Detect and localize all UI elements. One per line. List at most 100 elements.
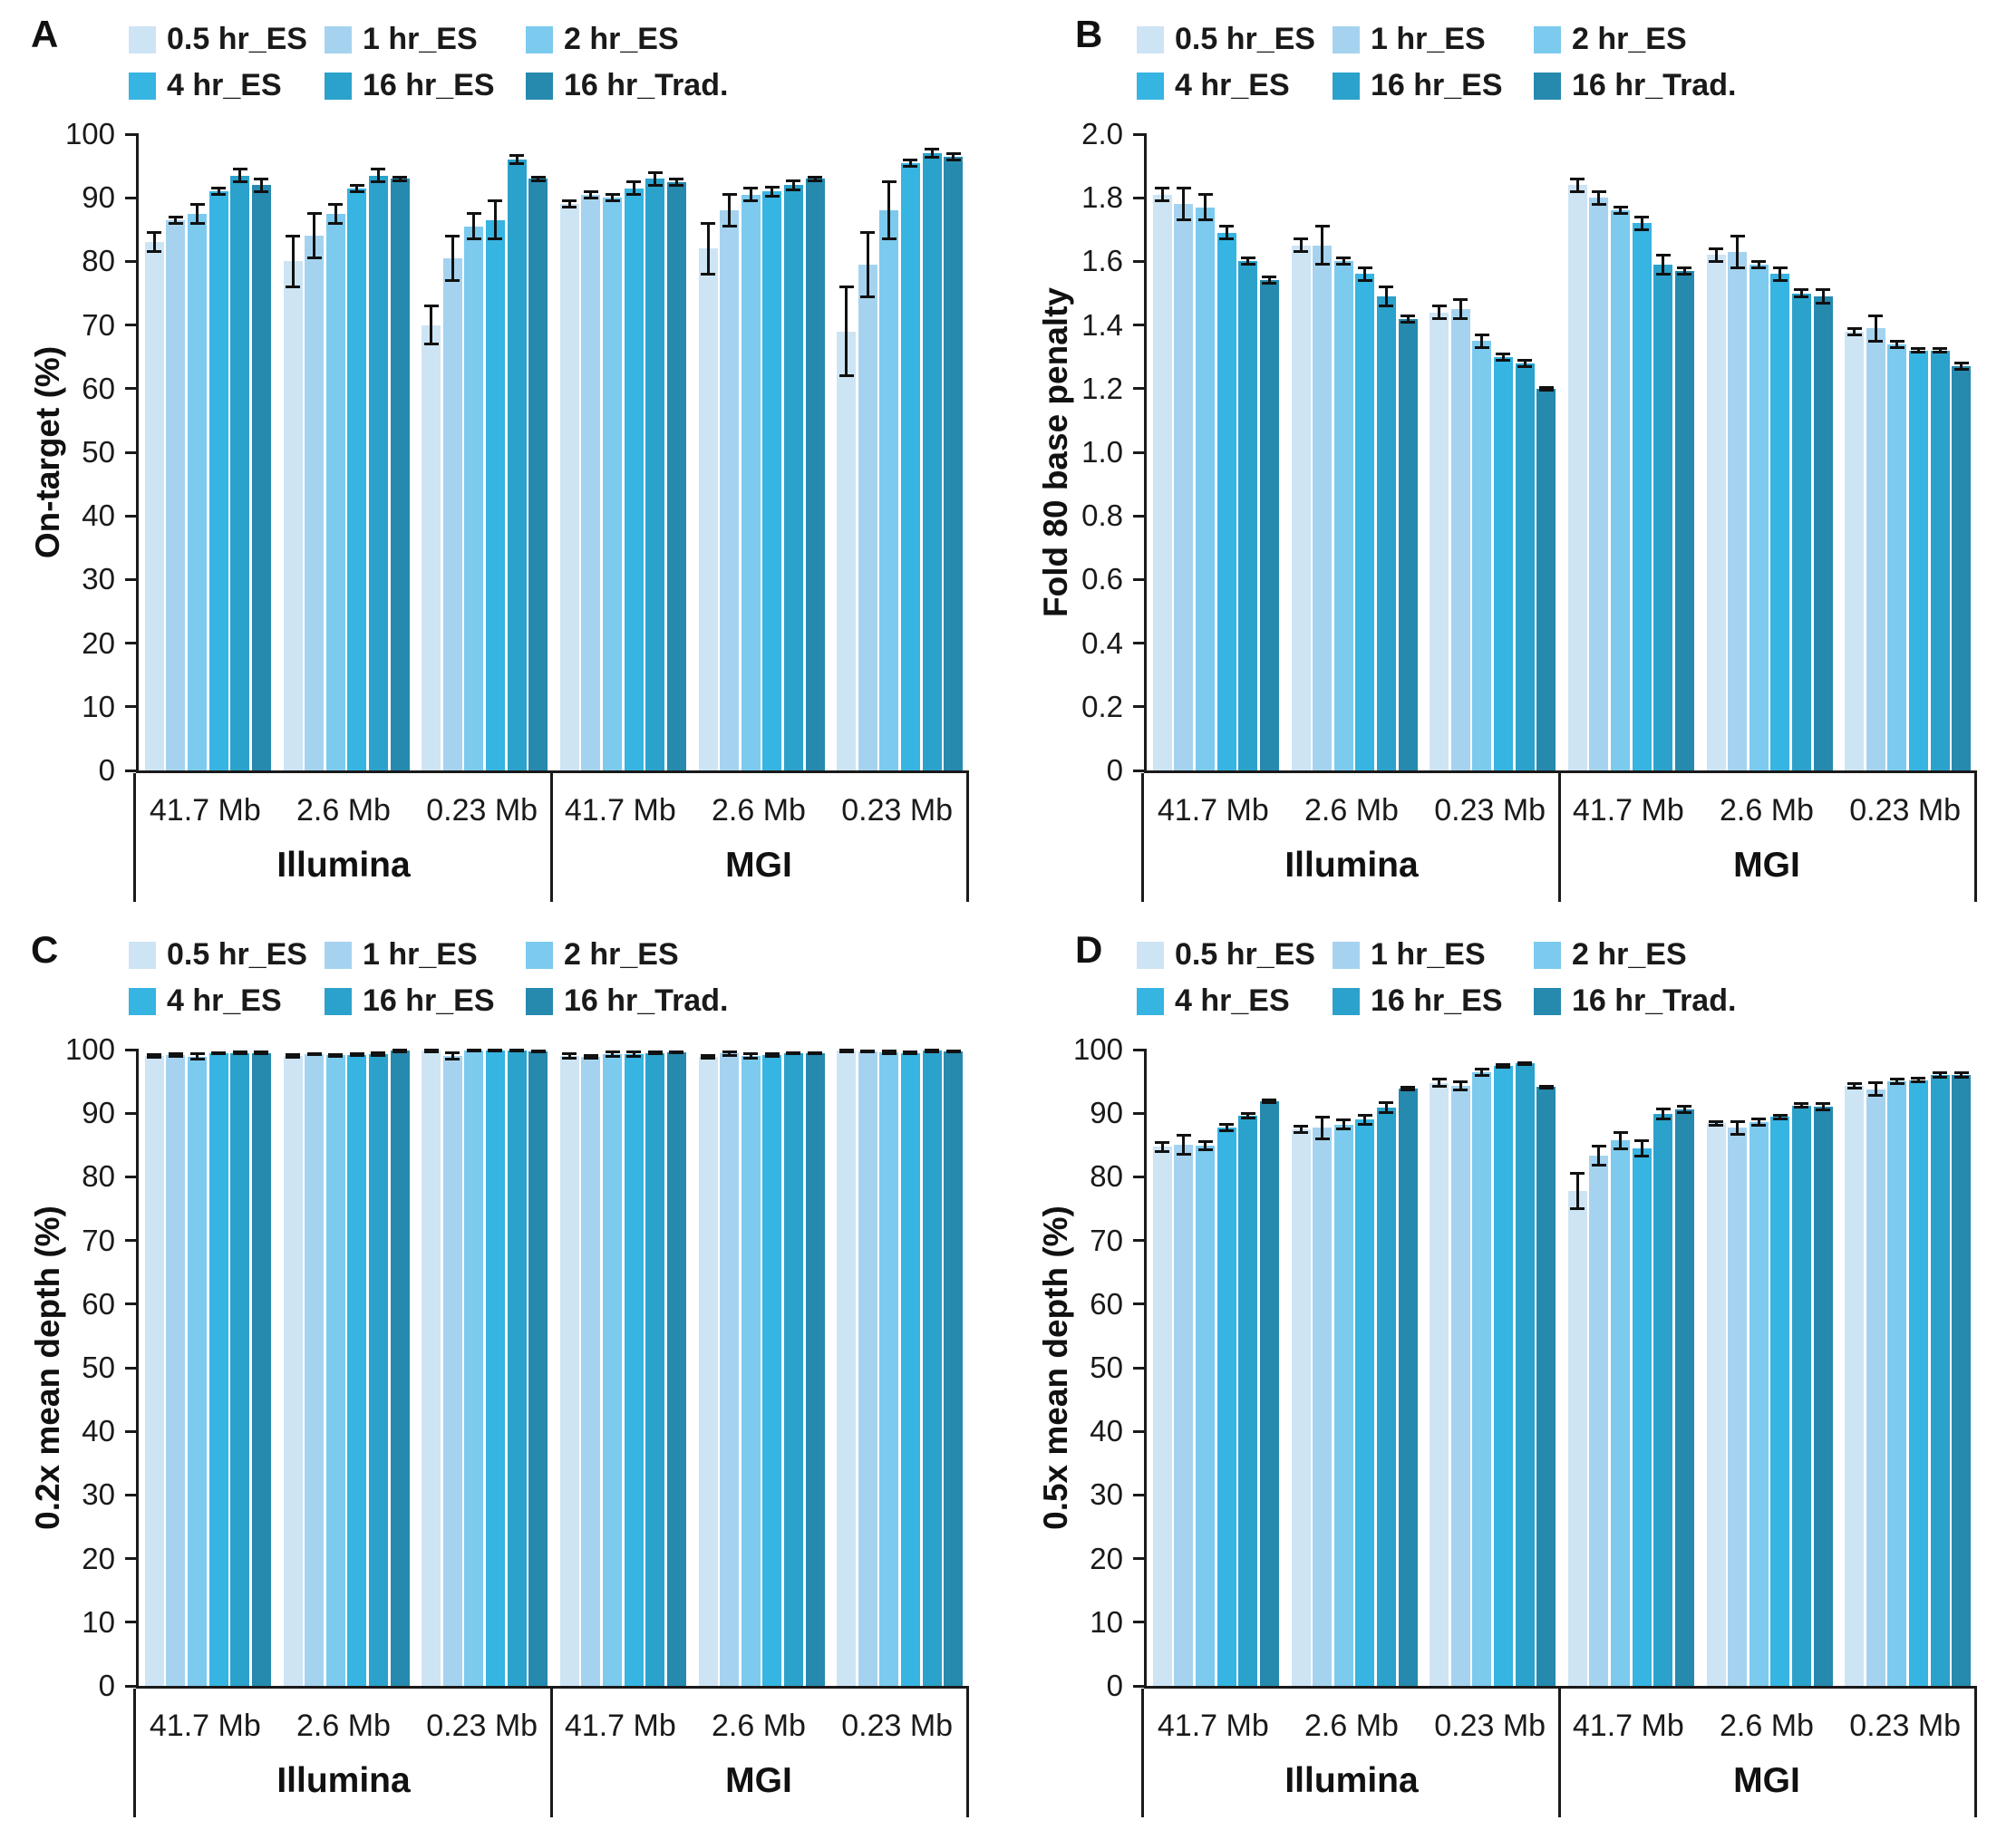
error-bar-cap	[328, 1054, 344, 1058]
bar	[698, 1056, 718, 1686]
bar	[1930, 1075, 1950, 1686]
bar	[1238, 261, 1258, 770]
bar	[390, 1051, 410, 1686]
x-axis-separator	[966, 773, 969, 902]
bar	[1291, 1129, 1311, 1686]
error-bar	[1438, 1079, 1441, 1086]
bar	[1216, 1128, 1236, 1686]
error-bar	[1459, 1081, 1462, 1090]
bar	[624, 1053, 644, 1686]
error-bar-cap	[1868, 314, 1884, 317]
error-bar	[1363, 1115, 1367, 1125]
bar	[188, 1056, 208, 1686]
bar	[603, 198, 623, 770]
error-bar-cap	[1538, 389, 1554, 392]
error-bar-cap	[1911, 1080, 1926, 1084]
y-tick-label: 70	[82, 1223, 115, 1257]
error-bar-cap	[1474, 1068, 1489, 1071]
y-tick-mark	[1133, 769, 1147, 772]
bar	[1238, 1116, 1258, 1686]
error-bar-cap	[808, 175, 822, 179]
error-bar-cap	[1709, 259, 1723, 263]
x-axis-separator	[549, 1689, 553, 1817]
y-tick-label: 50	[82, 435, 115, 469]
bar	[666, 181, 686, 770]
error-bar-cap	[1655, 1107, 1671, 1110]
legend-swatch-icon	[1534, 941, 1561, 969]
bar	[1472, 1072, 1492, 1686]
bar	[559, 1056, 579, 1686]
bar	[624, 188, 644, 770]
error-bar-cap	[1816, 1102, 1830, 1106]
bar	[230, 175, 250, 770]
error-bar	[334, 204, 337, 224]
bar	[1472, 341, 1492, 770]
legend-swatch-icon	[1137, 941, 1164, 969]
error-bar-cap	[1868, 1094, 1884, 1098]
bar	[1313, 1128, 1333, 1686]
error-bar	[1342, 1119, 1345, 1129]
y-tick-label: 0	[1106, 1669, 1123, 1702]
error-bar-cap	[838, 1050, 854, 1053]
error-bar-cap	[1176, 1133, 1191, 1137]
x-group-label: 0.23 Mb	[1849, 793, 1962, 828]
error-bar-cap	[349, 189, 364, 193]
error-bar	[1662, 1109, 1665, 1119]
error-bar	[398, 177, 402, 181]
bar	[1706, 255, 1726, 770]
error-bar-cap	[1240, 1116, 1255, 1119]
error-bar-cap	[562, 1051, 577, 1055]
error-bar-cap	[743, 187, 759, 190]
x-axis: 41.7 Mb 2.6 Mb 0.23 Mb 41.7 Mb 2.6 Mb 0.23 Mb…	[1141, 1689, 1977, 1817]
error-bar-cap	[1262, 282, 1277, 286]
error-bar-cap	[168, 221, 183, 225]
error-bar	[1821, 1103, 1825, 1110]
error-bar	[1363, 267, 1367, 281]
error-bar	[451, 1052, 454, 1060]
error-bar-cap	[423, 1050, 439, 1053]
y-tick-mark	[125, 514, 139, 518]
error-bar-cap	[1453, 1088, 1468, 1091]
bar	[1845, 1086, 1865, 1686]
legend-swatch-icon	[129, 25, 156, 53]
bar	[1430, 1082, 1449, 1686]
error-bar	[1682, 267, 1686, 275]
y-tick-label: 10	[1090, 1604, 1123, 1639]
error-bar-cap	[1591, 1144, 1606, 1147]
legend-swatch-icon	[1137, 25, 1164, 53]
bar	[390, 179, 410, 770]
error-bar-cap	[189, 1052, 205, 1056]
x-group-label: 0.23 Mb	[426, 1709, 538, 1743]
bar	[837, 1051, 857, 1686]
y-tick-label: 70	[82, 307, 115, 342]
error-bar-cap	[1453, 317, 1468, 321]
panel-c: C 0.5 hr_ES 1 hr_ES 2 hr_ES 4 hr_ES 16 hr_ES…	[0, 915, 1008, 1830]
legend-label: 1 hr_ES	[1371, 22, 1486, 56]
bar	[188, 213, 208, 770]
legend-label: 2 hr_ES	[1572, 937, 1687, 972]
legend-label: 4 hr_ES	[1175, 983, 1290, 1018]
legend-item: 16 hr_Trad.	[1534, 68, 1760, 103]
error-bar	[728, 194, 732, 227]
legend-item: 1 hr_ES	[325, 937, 526, 973]
error-bar-cap	[1634, 215, 1650, 218]
legend-item: 0.5 hr_ES	[129, 22, 325, 57]
error-bar-cap	[764, 185, 780, 189]
error-bar-cap	[1613, 1147, 1628, 1150]
y-tick-mark	[1133, 1557, 1147, 1561]
error-bar-cap	[1889, 345, 1905, 349]
bar	[1589, 198, 1609, 770]
legend-swatch-icon	[325, 25, 352, 53]
x-group-label: 0.23 Mb	[841, 793, 954, 828]
bar	[603, 1053, 623, 1686]
panel-b: B 0.5 hr_ES 1 hr_ES 2 hr_ES 4 hr_ES 16 hr_ES…	[1008, 0, 2016, 915]
error-bar-cap	[786, 1052, 801, 1056]
error-bar-cap	[669, 177, 684, 180]
error-bar-cap	[530, 179, 546, 182]
legend: 0.5 hr_ES 1 hr_ES 2 hr_ES 4 hr_ES 16 hr_ES 16…	[1137, 937, 1760, 1019]
error-bar-cap	[530, 1051, 546, 1054]
error-bar-cap	[1176, 218, 1191, 222]
bar	[1355, 1119, 1375, 1686]
error-bar-cap	[1613, 212, 1628, 216]
error-bar	[728, 1051, 732, 1056]
